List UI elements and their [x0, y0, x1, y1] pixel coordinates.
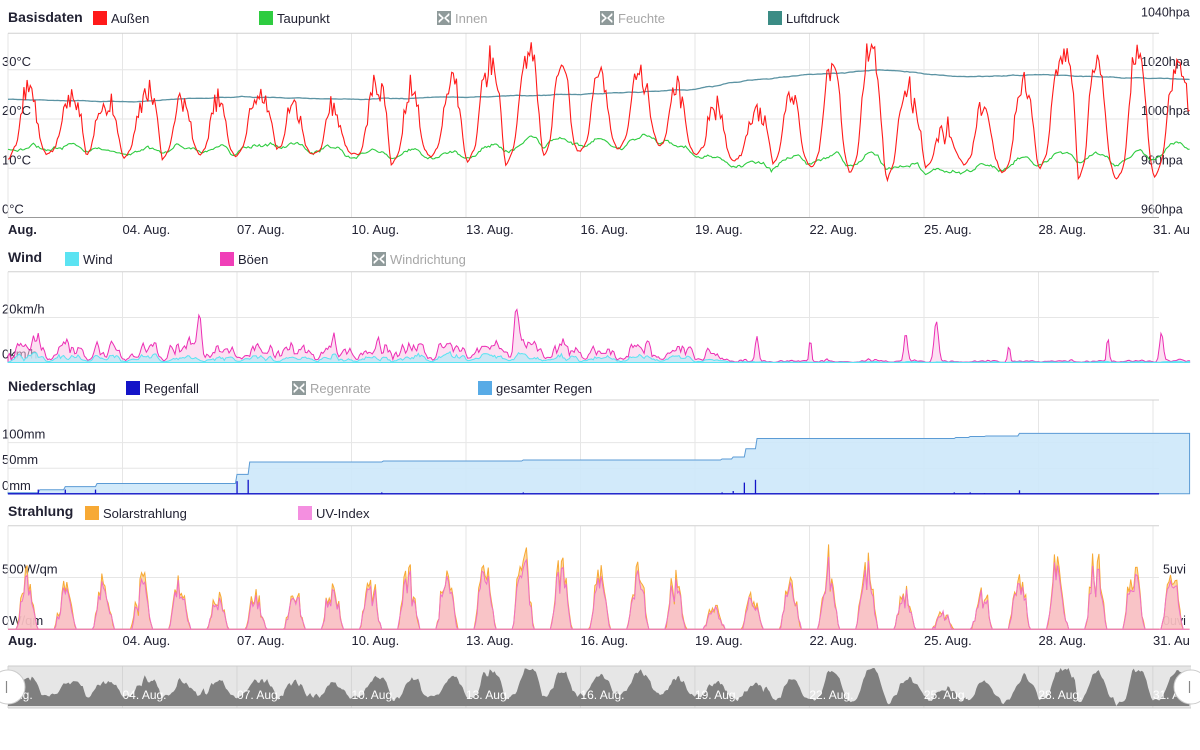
svg-text:13. Aug.: 13. Aug. — [466, 688, 510, 702]
svg-text:960hpa: 960hpa — [1141, 203, 1183, 217]
svg-text:Luftdruck: Luftdruck — [786, 11, 840, 26]
svg-text:Solarstrahlung: Solarstrahlung — [103, 506, 187, 521]
svg-text:Wind: Wind — [8, 249, 42, 265]
svg-text:16. Aug.: 16. Aug. — [580, 688, 624, 702]
svg-text:50mm: 50mm — [2, 452, 38, 467]
svg-text:25. Aug.: 25. Aug. — [924, 633, 972, 648]
svg-text:Aug.: Aug. — [8, 633, 37, 648]
svg-text:Taupunkt: Taupunkt — [277, 11, 330, 26]
svg-text:5uvi: 5uvi — [1163, 563, 1186, 577]
svg-text:28. Aug.: 28. Aug. — [1039, 633, 1087, 648]
svg-text:0mm: 0mm — [2, 478, 31, 493]
svg-text:22. Aug.: 22. Aug. — [810, 222, 858, 237]
svg-text:16. Aug.: 16. Aug. — [581, 633, 629, 648]
svg-text:Außen: Außen — [111, 11, 149, 26]
svg-text:10°C: 10°C — [2, 152, 31, 167]
svg-text:10. Aug.: 10. Aug. — [352, 633, 400, 648]
svg-text:Windrichtung: Windrichtung — [390, 252, 466, 267]
svg-text:04. Aug.: 04. Aug. — [122, 688, 166, 702]
svg-text:20°C: 20°C — [2, 103, 31, 118]
svg-text:Wind: Wind — [83, 252, 113, 267]
svg-text:19. Aug.: 19. Aug. — [695, 633, 743, 648]
svg-text:UV-Index: UV-Index — [316, 506, 370, 521]
svg-text:07. Aug.: 07. Aug. — [237, 633, 285, 648]
svg-text:500W/qm: 500W/qm — [2, 562, 58, 577]
svg-text:04. Aug.: 04. Aug. — [123, 633, 171, 648]
svg-text:22. Aug.: 22. Aug. — [809, 688, 853, 702]
svg-text:Niederschlag: Niederschlag — [8, 378, 96, 394]
svg-text:30°C: 30°C — [2, 54, 31, 69]
svg-text:07. Aug.: 07. Aug. — [237, 222, 285, 237]
svg-text:16. Aug.: 16. Aug. — [581, 222, 629, 237]
svg-text:13. Aug.: 13. Aug. — [466, 633, 514, 648]
svg-text:19. Aug.: 19. Aug. — [695, 688, 739, 702]
svg-text:28. Aug.: 28. Aug. — [1039, 222, 1087, 237]
svg-text:25. Aug.: 25. Aug. — [924, 222, 972, 237]
svg-text:22. Aug.: 22. Aug. — [810, 633, 858, 648]
svg-text:10. Aug.: 10. Aug. — [351, 688, 395, 702]
svg-text:31. Au: 31. Au — [1153, 633, 1190, 648]
svg-text:1040hpa: 1040hpa — [1141, 6, 1190, 20]
svg-text:1020hpa: 1020hpa — [1141, 55, 1190, 69]
svg-text:Regenfall: Regenfall — [144, 381, 199, 396]
svg-text:10. Aug.: 10. Aug. — [352, 222, 400, 237]
svg-text:0°C: 0°C — [2, 202, 24, 217]
svg-text:Innen: Innen — [455, 11, 488, 26]
svg-text:19. Aug.: 19. Aug. — [695, 222, 743, 237]
svg-text:13. Aug.: 13. Aug. — [466, 222, 514, 237]
svg-text:Basisdaten: Basisdaten — [8, 9, 83, 25]
svg-text:100mm: 100mm — [2, 427, 45, 442]
svg-text:Böen: Böen — [238, 252, 268, 267]
svg-text:Regenrate: Regenrate — [310, 381, 371, 396]
svg-text:Strahlung: Strahlung — [8, 503, 73, 519]
svg-text:07. Aug.: 07. Aug. — [237, 688, 281, 702]
svg-text:1000hpa: 1000hpa — [1141, 104, 1190, 118]
svg-text:28. Aug.: 28. Aug. — [1038, 688, 1082, 702]
svg-text:25. Aug.: 25. Aug. — [924, 688, 968, 702]
svg-text:Feuchte: Feuchte — [618, 11, 665, 26]
svg-text:04. Aug.: 04. Aug. — [123, 222, 171, 237]
svg-text:Aug.: Aug. — [8, 222, 37, 237]
svg-text:gesamter Regen: gesamter Regen — [496, 381, 592, 396]
svg-text:31. Au: 31. Au — [1153, 222, 1190, 237]
